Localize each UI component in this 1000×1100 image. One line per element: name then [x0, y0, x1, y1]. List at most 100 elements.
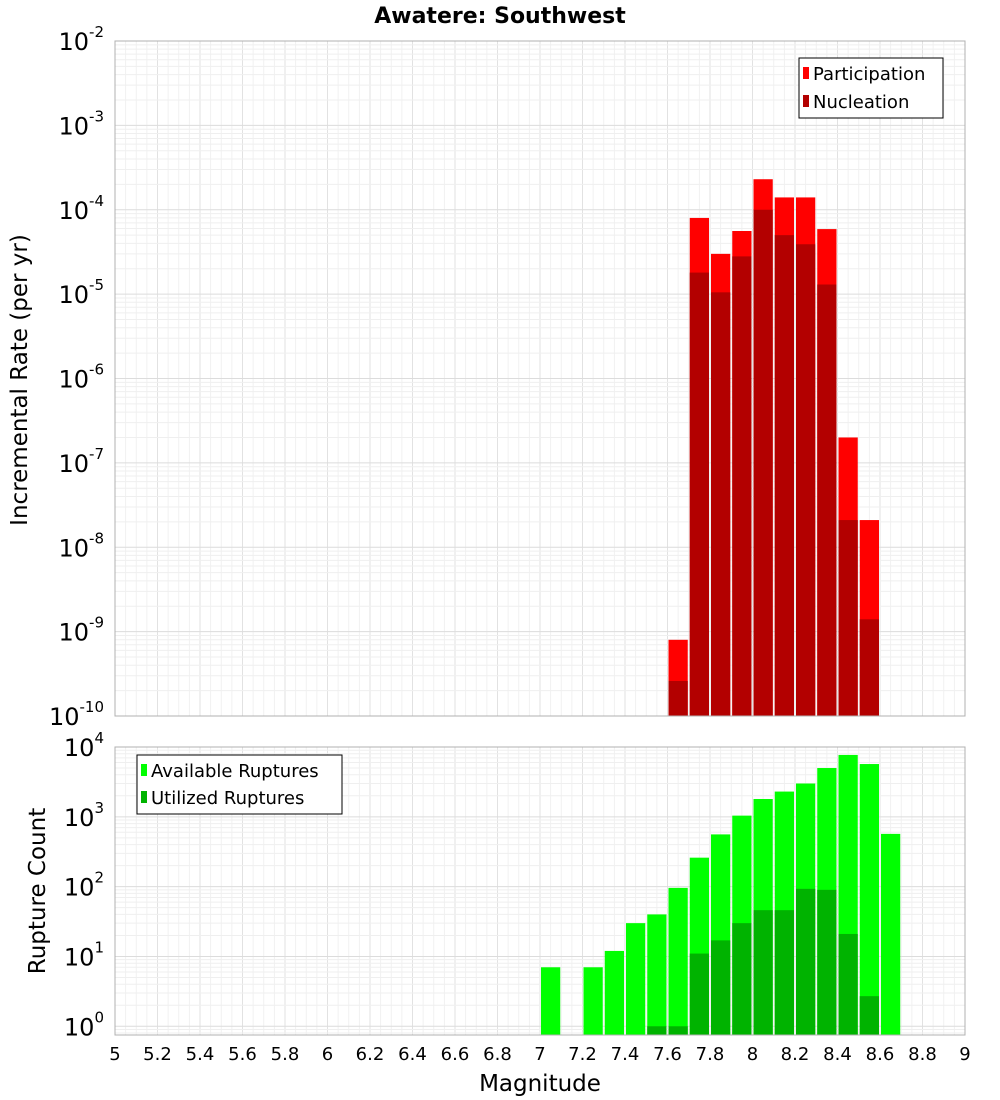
- bottom-bar-available-ruptures: [583, 967, 603, 1035]
- top-y-tick-base: 10: [58, 197, 89, 225]
- top-bar-nucleation: [753, 209, 773, 716]
- top-y-tick-label: 10-7: [58, 445, 104, 478]
- top-y-tick-labels: 10-210-310-410-510-610-710-810-910-10: [49, 23, 104, 731]
- top-y-tick-exponent: -7: [89, 445, 104, 463]
- bottom-y-tick-label: 102: [64, 869, 104, 902]
- bottom-legend: Available Ruptures Utilized Ruptures: [136, 754, 343, 815]
- top-y-tick-exponent: -8: [89, 529, 104, 547]
- x-tick-label: 8.6: [866, 1044, 895, 1065]
- x-tick-label: 9: [959, 1044, 970, 1065]
- x-tick-label: 6.8: [483, 1044, 512, 1065]
- top-y-tick-base: 10: [58, 281, 89, 309]
- top-bar-nucleation: [817, 284, 837, 716]
- x-tick-label: 5.2: [143, 1044, 172, 1065]
- bottom-bar-utilized-ruptures: [796, 888, 816, 1035]
- top-panel: 10-210-310-410-510-610-710-810-910-10 In…: [7, 23, 966, 731]
- bottom-bars: [541, 754, 901, 1035]
- top-legend-box: [798, 57, 944, 119]
- top-bar-nucleation: [668, 680, 688, 716]
- x-tick-labels: 5 5.2 5.4 5.6 5.8 6 6.2 6.4 6.6 6.8 7 7.2 7.4 7.6 7.8 8…: [109, 1044, 970, 1065]
- top-bar-nucleation: [838, 520, 858, 716]
- legend-label-available: Available Ruptures: [151, 761, 319, 782]
- top-y-tick-exponent: -3: [89, 107, 104, 125]
- x-tick-label: 8.4: [823, 1044, 852, 1065]
- bottom-y-tick-exponent: 4: [94, 729, 104, 747]
- legend-label-nucleation: Nucleation: [813, 92, 909, 113]
- x-axis-label: Magnitude: [479, 1071, 601, 1097]
- bottom-bar-available-ruptures: [881, 833, 901, 1035]
- top-y-tick-label: 10-10: [49, 698, 104, 731]
- x-tick-label: 5: [109, 1044, 120, 1065]
- top-y-tick-exponent: -6: [89, 361, 104, 379]
- bottom-bar-utilized-ruptures: [753, 910, 773, 1035]
- x-tick-label: 7.2: [568, 1044, 597, 1065]
- bottom-plot-border: [114, 746, 966, 1036]
- bottom-y-tick-label: 101: [64, 938, 104, 971]
- bottom-bar-utilized-ruptures: [817, 889, 837, 1035]
- x-tick-label: 8.8: [908, 1044, 937, 1065]
- bottom-legend-box: [136, 754, 343, 815]
- top-plot-border: [114, 40, 966, 717]
- x-tick-label: 7: [534, 1044, 545, 1065]
- top-y-tick-exponent: -4: [89, 192, 104, 210]
- bottom-y-tick-base: 10: [64, 804, 95, 832]
- top-y-tick-label: 10-4: [58, 192, 104, 225]
- bottom-bar-utilized-ruptures: [689, 953, 709, 1035]
- bottom-bar-available-ruptures: [626, 923, 646, 1035]
- bottom-bar-utilized-ruptures: [668, 1026, 688, 1035]
- top-bar-nucleation: [774, 235, 794, 716]
- bottom-y-tick-base: 10: [64, 943, 95, 971]
- bottom-bar-utilized-ruptures: [732, 923, 752, 1035]
- top-y-tick-base: 10: [58, 28, 89, 56]
- top-legend: Participation Nucleation: [798, 57, 944, 119]
- legend-label-participation: Participation: [813, 64, 925, 85]
- legend-swatch-nucleation: [803, 95, 809, 107]
- x-tick-label: 6.4: [398, 1044, 427, 1065]
- top-y-tick-label: 10-9: [58, 614, 104, 647]
- top-y-tick-exponent: -2: [89, 23, 104, 41]
- bottom-bar-utilized-ruptures: [647, 1026, 667, 1035]
- top-y-tick-exponent: -5: [89, 276, 104, 294]
- x-tick-label: 5.6: [228, 1044, 257, 1065]
- top-y-tick-label: 10-6: [58, 361, 104, 394]
- top-y-tick-exponent: -9: [89, 614, 104, 632]
- top-y-tick-base: 10: [58, 619, 89, 647]
- top-grid: [114, 40, 966, 717]
- bottom-y-tick-base: 10: [64, 874, 95, 902]
- bottom-y-tick-label: 100: [64, 1008, 104, 1041]
- top-bar-nucleation: [796, 244, 816, 717]
- legend-swatch-participation: [803, 67, 809, 79]
- top-y-axis-label: Incremental Rate (per yr): [7, 234, 33, 526]
- legend-swatch-utilized: [141, 791, 147, 803]
- x-tick-label: 7.4: [611, 1044, 640, 1065]
- x-tick-label: 5.4: [186, 1044, 215, 1065]
- top-y-tick-base: 10: [49, 703, 80, 731]
- legend-label-utilized: Utilized Ruptures: [151, 788, 304, 809]
- top-y-tick-label: 10-3: [58, 107, 104, 140]
- x-tick-label: 5.8: [271, 1044, 300, 1065]
- top-y-tick-base: 10: [58, 366, 89, 394]
- top-y-tick-label: 10-2: [58, 23, 104, 56]
- x-tick-label: 7.8: [696, 1044, 725, 1065]
- top-bar-nucleation: [711, 292, 731, 716]
- bottom-y-tick-exponent: 2: [94, 869, 104, 887]
- bottom-bar-utilized-ruptures: [711, 940, 731, 1035]
- top-y-tick-base: 10: [58, 112, 89, 140]
- x-tick-label: 8.2: [781, 1044, 810, 1065]
- top-bar-nucleation: [689, 272, 709, 716]
- bottom-bar-utilized-ruptures: [859, 996, 879, 1035]
- bottom-y-tick-base: 10: [64, 734, 95, 762]
- top-bar-nucleation: [732, 256, 752, 716]
- top-y-tick-label: 10-5: [58, 276, 104, 309]
- top-y-tick-exponent: -10: [80, 698, 105, 716]
- bottom-bar-utilized-ruptures: [774, 910, 794, 1035]
- bottom-y-tick-base: 10: [64, 1013, 95, 1041]
- bottom-y-tick-label: 104: [64, 729, 104, 762]
- bottom-y-axis-label: Rupture Count: [25, 808, 51, 974]
- bottom-bar-utilized-ruptures: [838, 933, 858, 1035]
- top-y-tick-base: 10: [58, 534, 89, 562]
- x-tick-label: 8: [747, 1044, 758, 1065]
